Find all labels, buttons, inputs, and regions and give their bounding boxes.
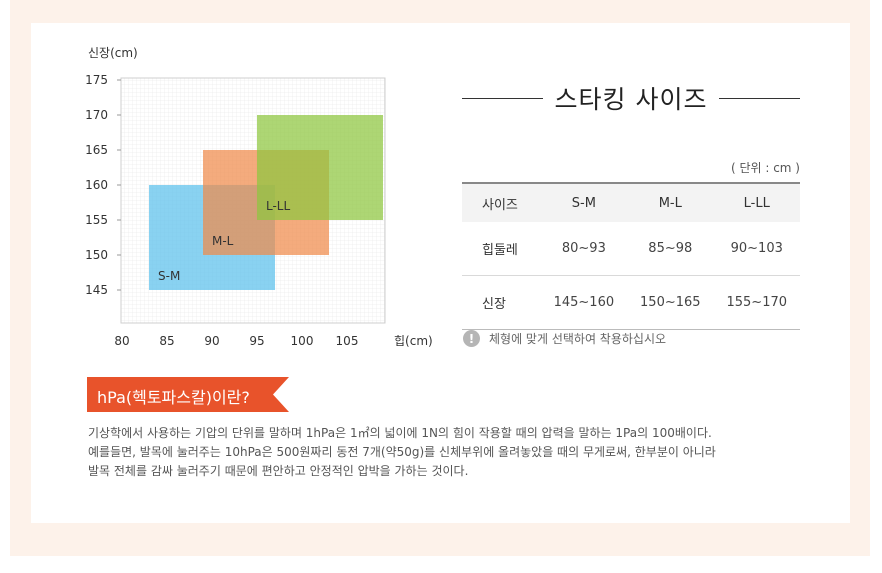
title-rule-right [719, 97, 801, 99]
tag-shape [87, 377, 289, 412]
y-tick-label: 145 [85, 283, 108, 297]
y-tick-label: 150 [85, 248, 108, 262]
y-tick-label: 170 [85, 108, 108, 122]
table-cell: 85~98 [627, 222, 714, 276]
table-header-cell: L-LL [713, 182, 800, 222]
fit-notice-text: 체형에 맞게 선택하여 착용하십시오 [489, 332, 667, 346]
table-header-row: 사이즈 S-M M-L L-LL [462, 182, 800, 222]
description-line: 기상학에서 사용하는 기압의 단위를 말하며 1hPa은 1㎡의 넓이에 1N의… [88, 426, 712, 440]
table-cell: 90~103 [713, 222, 800, 276]
table-row: 신장 145~160 150~165 155~170 [462, 275, 800, 330]
x-tick-label: 80 [114, 334, 129, 348]
table-header-cell: 사이즈 [462, 182, 541, 222]
x-tick-label: 90 [204, 334, 219, 348]
table-header-cell: S-M [540, 182, 628, 222]
table-cell: 150~165 [627, 275, 714, 330]
y-tick-label: 155 [85, 213, 108, 227]
unit-label: ( 단위 : cm ) [730, 161, 800, 175]
description-line: 발목 전체를 감싸 눌러주기 때문에 편안하고 안정적인 압박을 가하는 것이다… [88, 464, 469, 478]
size-chart: 신장(cm) 힙(cm) 175 170 165 160 155 150 145 80 85 9… [85, 46, 433, 348]
x-tick-label: 85 [159, 334, 174, 348]
x-tick-label: 95 [249, 334, 264, 348]
hpa-description: 기상학에서 사용하는 기압의 단위를 말하며 1hPa은 1㎡의 넓이에 1N의… [88, 424, 788, 481]
size-range-label: L-LL [266, 199, 290, 213]
size-range-label: S-M [158, 269, 180, 283]
size-table: 사이즈 S-M M-L L-LL 힙둘레 80~93 85~98 90~103 … [462, 182, 800, 330]
y-tick-label: 160 [85, 178, 108, 192]
table-cell: 155~170 [713, 275, 800, 330]
table-row: 힙둘레 80~93 85~98 90~103 [462, 222, 800, 276]
size-title-text: 스타킹 사이즈 [554, 85, 708, 114]
size-title: 스타킹 사이즈 [462, 80, 801, 116]
table-row-label: 힙둘레 [462, 222, 541, 276]
table-cell: 80~93 [540, 222, 628, 276]
y-tick-label: 165 [85, 143, 108, 157]
x-tick-label: 100 [291, 334, 314, 348]
title-rule-left [462, 97, 543, 99]
size-range-rect-l-ll [257, 115, 383, 220]
fit-notice: ! 체형에 맞게 선택하여 착용하십시오 [463, 330, 666, 347]
table-cell: 145~160 [540, 275, 628, 330]
exclamation-icon: ! [463, 330, 480, 347]
table-row-label: 신장 [462, 275, 541, 330]
x-tick-label: 105 [336, 334, 359, 348]
y-tick-label: 175 [85, 73, 108, 87]
table-header-cell: M-L [627, 182, 714, 222]
x-axis-label: 힙(cm) [394, 334, 433, 348]
size-range-label: M-L [212, 234, 234, 248]
y-axis-label: 신장(cm) [88, 46, 138, 60]
hpa-heading: hPa(헥토파스칼)이란? [97, 388, 250, 407]
description-line: 예를들면, 발목에 눌러주는 10hPa은 500원짜리 동전 7개(약50g)… [88, 445, 716, 459]
